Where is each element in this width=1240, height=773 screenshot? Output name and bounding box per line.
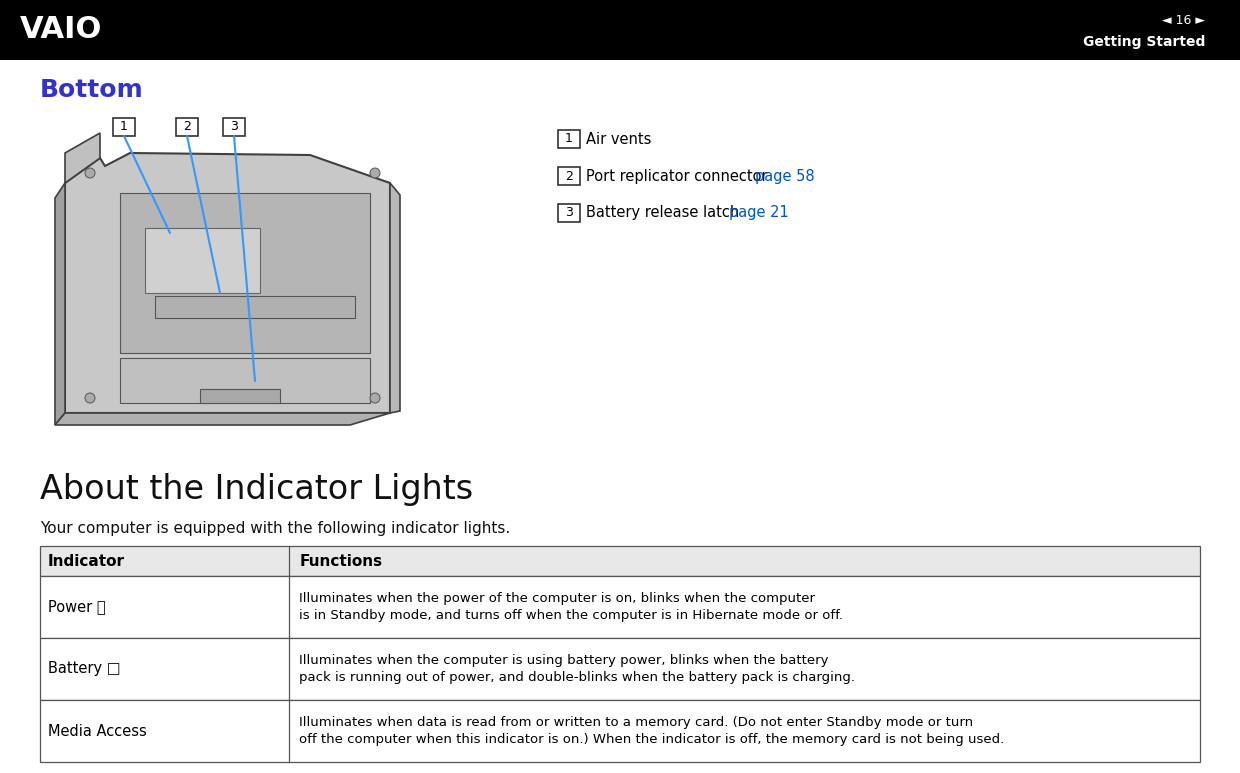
Text: pack is running out of power, and double-blinks when the battery pack is chargin: pack is running out of power, and double…: [299, 671, 856, 684]
Text: 1: 1: [120, 121, 128, 134]
Circle shape: [370, 168, 379, 178]
Bar: [40, 546, 1200, 576]
Text: Functions: Functions: [299, 553, 382, 568]
Text: Air vents: Air vents: [587, 131, 651, 147]
Polygon shape: [55, 413, 391, 425]
Circle shape: [370, 393, 379, 403]
Text: ◄ 16 ►: ◄ 16 ►: [1162, 13, 1205, 26]
Text: page 58: page 58: [755, 169, 815, 183]
Text: off the computer when this indicator is on.) When the indicator is off, the memo: off the computer when this indicator is …: [299, 733, 1004, 746]
Text: Illuminates when the computer is using battery power, blinks when the battery: Illuminates when the computer is using b…: [299, 654, 828, 667]
Text: 1: 1: [565, 132, 573, 145]
Text: About the Indicator Lights: About the Indicator Lights: [40, 473, 474, 506]
Text: 3: 3: [231, 121, 238, 134]
Bar: [155, 296, 355, 318]
Text: Illuminates when data is read from or written to a memory card. (Do not enter St: Illuminates when data is read from or wr…: [299, 716, 973, 729]
Bar: [40, 576, 1200, 638]
Text: is in Standby mode, and turns off when the computer is in Hibernate mode or off.: is in Standby mode, and turns off when t…: [299, 609, 843, 622]
Text: VAIO: VAIO: [20, 15, 103, 45]
Text: Battery release latch: Battery release latch: [587, 206, 744, 220]
Bar: [200, 389, 280, 403]
Bar: [558, 167, 580, 185]
Text: Getting Started: Getting Started: [1083, 35, 1205, 49]
Polygon shape: [120, 358, 370, 403]
Circle shape: [86, 393, 95, 403]
Text: Media Access: Media Access: [48, 724, 146, 738]
Text: page 21: page 21: [729, 206, 789, 220]
Text: Power ⓘ: Power ⓘ: [48, 600, 105, 615]
Text: Your computer is equipped with the following indicator lights.: Your computer is equipped with the follo…: [40, 521, 510, 536]
Bar: [40, 638, 1200, 700]
Bar: [223, 118, 246, 136]
Text: 2: 2: [565, 169, 573, 182]
Bar: [40, 700, 1200, 762]
Polygon shape: [64, 153, 391, 413]
Bar: [558, 204, 580, 222]
Text: 3: 3: [565, 206, 573, 220]
Text: 2: 2: [184, 121, 191, 134]
Polygon shape: [391, 183, 401, 413]
Text: Port replicator connector: Port replicator connector: [587, 169, 773, 183]
Bar: [113, 118, 135, 136]
Text: Battery □: Battery □: [48, 662, 120, 676]
Polygon shape: [55, 183, 64, 425]
Text: Bottom: Bottom: [40, 78, 144, 102]
Polygon shape: [145, 228, 260, 293]
Polygon shape: [64, 133, 100, 183]
Text: Illuminates when the power of the computer is on, blinks when the computer: Illuminates when the power of the comput…: [299, 592, 816, 605]
Bar: [0, 0, 1240, 60]
Text: Indicator: Indicator: [48, 553, 125, 568]
Polygon shape: [120, 193, 370, 353]
Circle shape: [86, 168, 95, 178]
Bar: [176, 118, 198, 136]
Bar: [558, 130, 580, 148]
